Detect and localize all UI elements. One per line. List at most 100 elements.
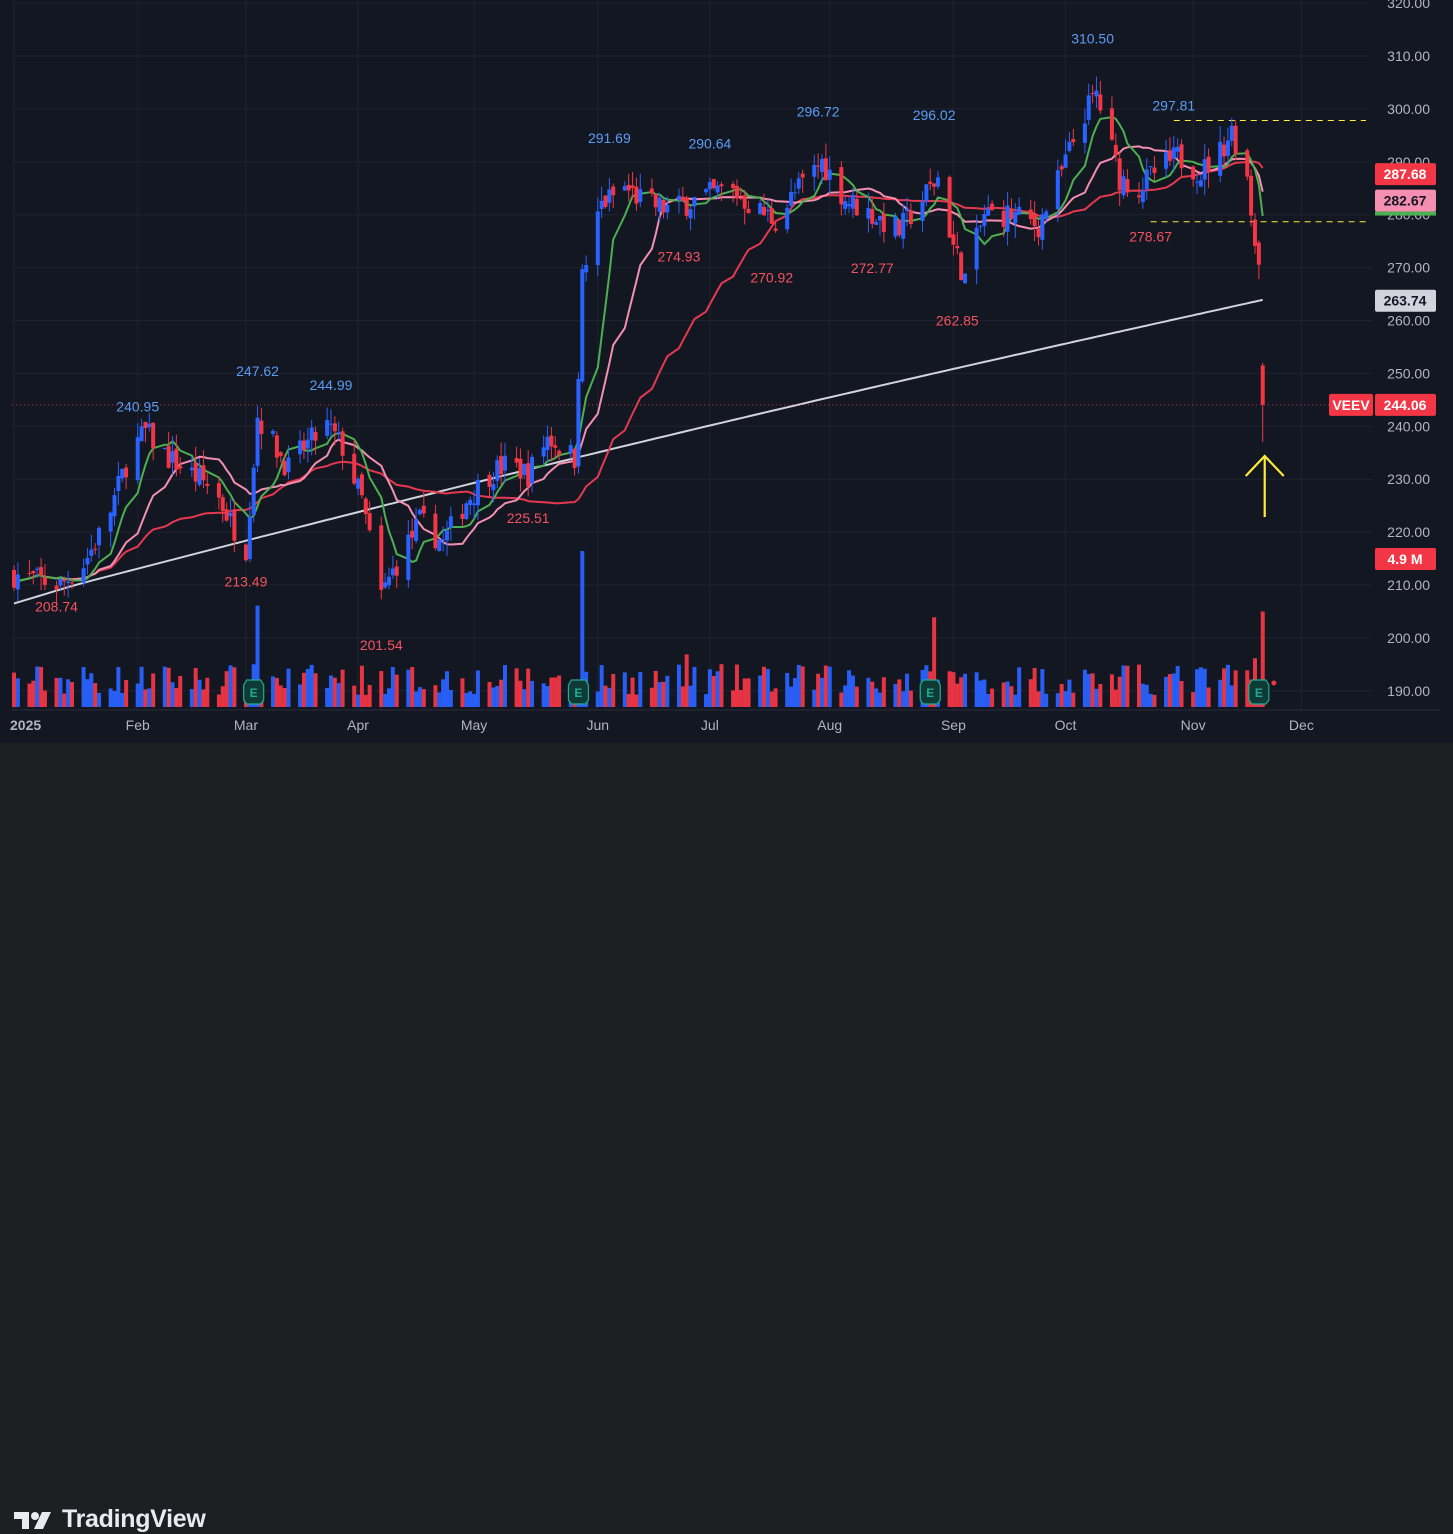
candle-body bbox=[487, 474, 492, 487]
volume-bar bbox=[1094, 688, 1099, 707]
candle-body bbox=[120, 468, 125, 479]
candle-body bbox=[286, 457, 291, 473]
annotation-trough: 270.92 bbox=[750, 270, 793, 286]
earnings-marker[interactable]: E bbox=[243, 679, 265, 705]
candle-body bbox=[232, 510, 237, 541]
candle-body bbox=[626, 184, 631, 191]
volume-bar bbox=[232, 667, 237, 707]
earnings-badge bbox=[567, 679, 590, 705]
volume-bar bbox=[626, 693, 631, 707]
volume-bar bbox=[518, 680, 523, 707]
candle-body bbox=[738, 197, 743, 199]
price-axis[interactable]: 320.00310.00300.00290.00280.00270.00260.… bbox=[1387, 0, 1430, 699]
earnings-marker[interactable]: E bbox=[1248, 679, 1270, 705]
candle-body bbox=[247, 516, 252, 560]
volume-bar bbox=[1040, 669, 1045, 707]
volume-bar bbox=[1109, 674, 1114, 707]
candle-body bbox=[417, 509, 422, 515]
volume-bar bbox=[986, 694, 991, 707]
volume-bar bbox=[715, 671, 720, 707]
candle-body bbox=[313, 431, 318, 441]
volume-bar bbox=[472, 693, 477, 707]
price-badges: 287.68 282.67 263.74 244.06 VEEV 4.9 M bbox=[1329, 163, 1436, 570]
candle-body bbox=[982, 214, 987, 226]
volume-bar bbox=[193, 668, 198, 707]
volume-bar bbox=[711, 676, 716, 707]
volume-bar bbox=[274, 677, 279, 707]
volume-bar bbox=[367, 684, 372, 707]
volume-bar bbox=[541, 683, 546, 707]
candle-body bbox=[1191, 166, 1196, 180]
volume-bar bbox=[329, 675, 334, 707]
volume-bar bbox=[81, 667, 86, 707]
price-chart[interactable]: 240.95 247.62 244.99 291.69 290.64 296.72 296.… bbox=[0, 0, 1453, 743]
candle-body bbox=[839, 167, 844, 205]
candle-body bbox=[568, 445, 573, 454]
candle-body bbox=[665, 204, 670, 213]
candle-body bbox=[584, 265, 589, 273]
candle-body bbox=[1086, 95, 1091, 120]
volume-bar bbox=[796, 664, 801, 707]
candle-body bbox=[951, 234, 956, 245]
candle-body bbox=[928, 181, 933, 184]
volume-bar bbox=[89, 673, 94, 707]
candle-body bbox=[657, 197, 662, 212]
candle-body bbox=[1117, 158, 1122, 191]
volume-bar bbox=[773, 688, 778, 707]
candle-body bbox=[448, 516, 453, 529]
candle-body bbox=[595, 211, 600, 266]
volume-bar bbox=[39, 666, 44, 707]
candle-body bbox=[553, 445, 558, 448]
volume-bar bbox=[62, 693, 67, 707]
candle-body bbox=[622, 186, 627, 191]
volume-bar bbox=[1082, 669, 1087, 707]
volume-bar bbox=[951, 672, 956, 707]
candle-body bbox=[421, 505, 426, 514]
chart-frame[interactable]: 240.95 247.62 244.99 291.69 290.64 296.72 296.… bbox=[0, 0, 1453, 744]
volume-bar bbox=[85, 679, 90, 707]
candle-body bbox=[1028, 209, 1033, 219]
volume-bar bbox=[359, 665, 364, 707]
candle-body bbox=[390, 568, 395, 576]
tradingview-logo[interactable]: TradingView bbox=[14, 1505, 206, 1534]
earnings-marker[interactable]: E bbox=[567, 679, 590, 705]
candle-body bbox=[1082, 123, 1087, 143]
volume-bar bbox=[448, 689, 453, 707]
candle-body bbox=[97, 527, 102, 546]
candle-body bbox=[1001, 210, 1006, 227]
volume-bar bbox=[746, 678, 751, 707]
volume-bar bbox=[201, 689, 206, 707]
volume-bar bbox=[93, 683, 98, 707]
volume-bar bbox=[827, 666, 832, 707]
price-badge bbox=[1375, 189, 1436, 212]
x-tick-label: Apr bbox=[347, 717, 369, 733]
arrow-head bbox=[1244, 454, 1285, 477]
volume-bar bbox=[1137, 664, 1142, 707]
volume-bar bbox=[1218, 679, 1223, 707]
volume-bar bbox=[1171, 673, 1176, 707]
volume-bar bbox=[692, 666, 697, 707]
candle-body bbox=[870, 208, 875, 224]
candle-body bbox=[1233, 125, 1238, 155]
candle-body bbox=[1090, 92, 1095, 94]
earnings-marker[interactable]: E bbox=[919, 679, 941, 705]
volume-bar bbox=[305, 668, 310, 707]
annotation-peak: 240.95 bbox=[116, 398, 159, 414]
earnings-label: E bbox=[926, 686, 934, 700]
candle-body bbox=[325, 420, 330, 436]
x-tick-label: May bbox=[461, 717, 487, 733]
volume-bar bbox=[792, 678, 797, 707]
volume-bar bbox=[769, 691, 774, 707]
candle-body bbox=[1109, 108, 1114, 140]
symbol-badge-label: VEEV bbox=[1332, 397, 1370, 413]
candle-body bbox=[197, 468, 202, 485]
volume-bar bbox=[35, 666, 40, 707]
candle-body bbox=[298, 440, 303, 455]
time-axis[interactable]: 2025 Feb Mar Apr May Jun Jul Aug Sep Oct Nov Dec bbox=[10, 709, 1440, 733]
price-badge-value: 263.74 bbox=[1384, 293, 1427, 309]
volume-bar bbox=[599, 665, 604, 707]
volume-bar bbox=[444, 671, 449, 707]
candle-body bbox=[441, 539, 446, 541]
candle-body bbox=[1040, 214, 1045, 240]
